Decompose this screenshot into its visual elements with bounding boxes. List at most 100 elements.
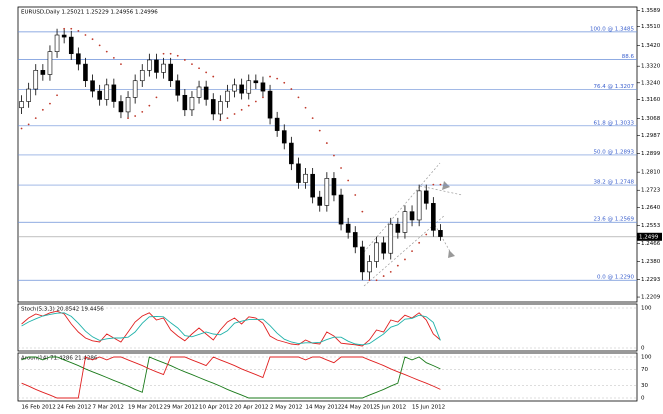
candle-body: [352, 232, 358, 248]
candle-body: [331, 178, 337, 196]
y-tick-label: 1.3589: [641, 8, 661, 14]
candle-body: [175, 80, 181, 96]
sar-dot: [183, 59, 186, 61]
candle-body: [26, 88, 31, 102]
candle-body: [395, 223, 401, 233]
sar-dot: [262, 96, 264, 99]
candle-body: [246, 80, 252, 94]
sar-dot: [432, 183, 435, 186]
sar-dot: [254, 100, 257, 103]
candle-body: [388, 223, 394, 254]
y-tick-label: 1.3510: [641, 24, 661, 30]
sar-dot: [382, 275, 385, 277]
candle-body: [147, 59, 152, 71]
x-tick-label: 10 Apr 2012: [199, 405, 233, 411]
sar-dot: [77, 29, 80, 32]
sar-dot: [34, 117, 37, 120]
candle-body: [154, 59, 159, 73]
x-tick-label: 19 Mar 2012: [128, 405, 163, 411]
y-tick-label: 1.2293: [641, 277, 661, 283]
candle-body: [402, 211, 408, 233]
sar-dot: [155, 96, 158, 99]
sar-dot: [84, 34, 87, 36]
sar-dot: [325, 142, 328, 144]
candle-body: [296, 163, 301, 183]
sar-dot: [91, 38, 94, 41]
sar-dot: [297, 96, 300, 99]
candle-body: [374, 242, 379, 262]
x-tick-label: 29 Mar 2012: [164, 405, 199, 411]
y-tick-label: 1.3160: [641, 97, 661, 103]
fib-label: 0.0 @ 1.2290: [597, 275, 634, 281]
x-tick-label: 14 May 2012: [306, 405, 342, 411]
sar-dot: [98, 44, 101, 47]
sar-dot: [283, 81, 286, 84]
channel-line: [434, 224, 453, 256]
candle-body: [83, 63, 88, 82]
sar-dot: [63, 27, 66, 30]
sar-dot: [105, 50, 108, 53]
channel-line: [363, 162, 441, 253]
candle-body: [409, 211, 415, 221]
sar-dot: [212, 75, 215, 78]
sar-dot: [27, 123, 30, 126]
sar-dot: [425, 233, 428, 236]
fib-label: 23.6 @ 1.2569: [594, 217, 635, 223]
indicator-line: [21, 356, 441, 399]
candle-body: [203, 86, 209, 100]
sar-dot: [176, 54, 179, 57]
sar-dot: [318, 129, 321, 132]
y-tick-label: 100: [641, 306, 652, 312]
sar-dot: [127, 117, 129, 120]
arrow: [448, 250, 455, 258]
current-price-label: 1.2499: [639, 234, 659, 240]
sar-dot: [56, 94, 58, 97]
y-tick-label: 100: [641, 355, 652, 361]
sar-dot: [148, 104, 151, 107]
sar-dot: [226, 117, 229, 120]
sar-dot: [198, 67, 200, 70]
candle-body: [281, 130, 287, 144]
candle-body: [438, 230, 443, 237]
candle-body: [125, 97, 131, 113]
sar-dot: [233, 113, 236, 115]
y-tick-label: 30: [641, 383, 648, 389]
sar-dot: [304, 106, 307, 109]
aroon-frame: [17, 352, 638, 402]
pane-title: Aroon(14) 71.4286 21.4286: [21, 356, 98, 362]
candle-body: [132, 80, 138, 98]
fib-label: 50.0 @ 1.2893: [594, 149, 635, 155]
sar-dot: [141, 111, 144, 113]
candle-body: [218, 101, 223, 115]
candle-body: [47, 51, 53, 75]
x-tick-label: 20 Apr 2012: [235, 405, 269, 411]
y-tick-label: 1.3420: [641, 43, 661, 49]
sar-dot: [311, 117, 314, 120]
x-tick-label: 16 Feb 2012: [22, 405, 56, 411]
y-tick-label: 1.3068: [641, 116, 661, 122]
current-price-box: [637, 232, 662, 241]
candle-body: [381, 242, 386, 254]
candle-body: [345, 223, 351, 233]
pane-title: Stoch(5,3,3) 20.8542 19.4456: [21, 307, 104, 313]
candle-body: [303, 173, 308, 183]
sar-dot: [354, 194, 357, 196]
candle-body: [232, 84, 237, 92]
chart-title: EURUSD,Daily 1.25021 1.25229 1.24956 1.2…: [21, 10, 158, 16]
sar-dot: [276, 77, 279, 80]
sar-dot: [404, 258, 406, 261]
y-tick-label: 0: [641, 346, 645, 352]
candle-body: [274, 117, 280, 131]
sar-dot: [240, 108, 243, 111]
sar-dot: [347, 179, 350, 182]
candle-body: [310, 173, 315, 198]
fib-label: 38.2 @ 1.2748: [594, 180, 635, 186]
candle-body: [90, 80, 95, 92]
sar-dot: [191, 63, 193, 66]
candle-body: [267, 90, 273, 119]
sar-dot: [41, 108, 44, 111]
candle-body: [54, 34, 60, 52]
y-tick-label: 1.2466: [641, 241, 661, 247]
y-tick-label: 0: [641, 396, 645, 402]
